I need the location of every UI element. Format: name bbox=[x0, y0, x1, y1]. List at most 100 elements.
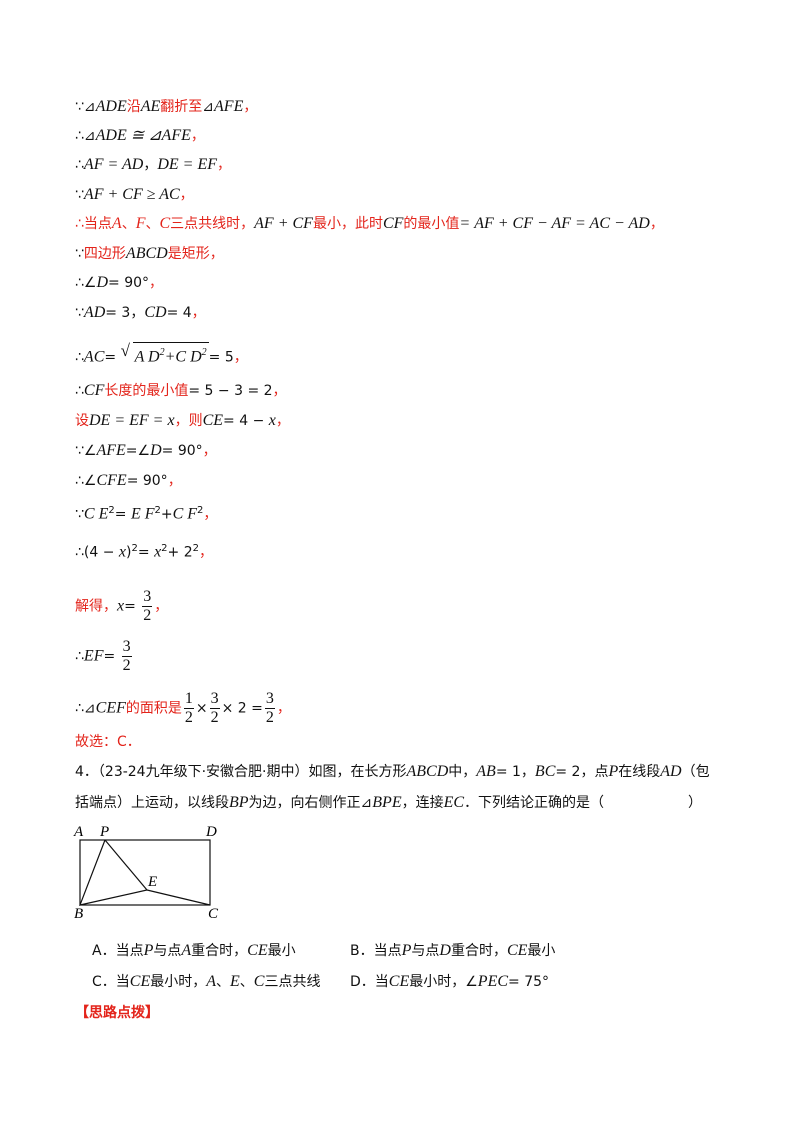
text-run: EF bbox=[83, 647, 104, 665]
text-run: 、 bbox=[239, 974, 254, 990]
text-run: ∵ bbox=[75, 187, 84, 203]
text-run: 沿 bbox=[126, 99, 141, 115]
text-run: ， bbox=[276, 700, 291, 717]
text-run: 最小时，∠ bbox=[409, 974, 478, 990]
text-run: ， bbox=[275, 413, 290, 429]
text-run: = 5 bbox=[208, 349, 234, 366]
superscript: 2 bbox=[154, 505, 161, 516]
text-run: C bbox=[159, 215, 171, 232]
denominator: 2 bbox=[265, 709, 274, 726]
text-run: 最小时， bbox=[150, 974, 207, 990]
text-run: CE bbox=[202, 412, 224, 429]
text-run: ， bbox=[216, 157, 231, 173]
text-run: CF bbox=[382, 215, 404, 232]
text-run: D bbox=[439, 942, 451, 959]
text-run: C F bbox=[172, 505, 198, 523]
text-run: ∵⊿ bbox=[75, 99, 96, 115]
text-run: = bbox=[103, 648, 120, 665]
text-run: 三点共线 bbox=[264, 974, 321, 990]
superscript: 2 bbox=[161, 543, 168, 554]
text-run: ， bbox=[243, 99, 258, 115]
text-run: ∴(4 − bbox=[75, 544, 119, 561]
solution-line: ∵∠AFE=∠D= 90°， bbox=[75, 441, 217, 461]
text-run: 故选：C． bbox=[75, 734, 141, 750]
figure-label: C bbox=[208, 906, 219, 920]
radical: A D2+C D2 bbox=[121, 341, 209, 367]
text-run: ∴⊿ bbox=[75, 700, 96, 717]
text-run: AFE bbox=[96, 442, 126, 459]
text-run: ⊿ bbox=[202, 99, 215, 115]
text-run: = bbox=[137, 544, 155, 561]
text-run: 重合时， bbox=[450, 943, 507, 959]
text-run: AF = AD bbox=[83, 156, 144, 173]
solution-line: ∴(4 − x)2= x2+ 22， bbox=[75, 539, 213, 563]
text-run: 为边，向右侧作正⊿ bbox=[248, 795, 373, 811]
text-run: = bbox=[104, 349, 121, 366]
text-run: 、 bbox=[216, 974, 231, 990]
solution-line: ∴⊿CEF的面积是 1 2 × 3 2 × 2 = 3 2， bbox=[75, 690, 291, 727]
text-run: ．下列结论正确的是（ ） bbox=[464, 795, 703, 811]
text-run: + 2 bbox=[167, 544, 193, 561]
superscript: 2 bbox=[192, 543, 200, 554]
text-run: 的最小值 bbox=[403, 216, 460, 232]
text-run: ∵ bbox=[75, 305, 84, 321]
section-heading: 【思路点拨】 bbox=[75, 1005, 159, 1021]
text-run: ∵ bbox=[75, 246, 84, 262]
text-run: x bbox=[117, 597, 125, 615]
denominator: 2 bbox=[143, 607, 152, 624]
text-run: AFE bbox=[214, 98, 244, 115]
text-run: + bbox=[160, 506, 173, 523]
solution-line: ∴∠D= 90°， bbox=[75, 273, 163, 293]
text-run: AD bbox=[83, 304, 106, 321]
text-run: = 90° bbox=[126, 473, 168, 489]
text-run: BPE bbox=[372, 794, 402, 811]
text-run: = 5 − 3 = 2 bbox=[188, 383, 273, 399]
text-run: = 75° bbox=[508, 974, 550, 990]
text-run: × 2 = bbox=[221, 700, 263, 717]
text-run: ， bbox=[191, 305, 206, 321]
text-run: CFE bbox=[96, 472, 127, 489]
text-run: P bbox=[401, 942, 412, 959]
text-run: ， bbox=[202, 443, 217, 459]
text-run: A bbox=[181, 942, 192, 959]
text-run: D bbox=[96, 274, 109, 291]
text-run: F bbox=[135, 215, 146, 232]
figure-label: A bbox=[73, 824, 84, 840]
text-run: ∴当点 bbox=[75, 216, 112, 232]
text-run: = 2，点 bbox=[555, 764, 609, 780]
text-run: 长度的最小值 bbox=[104, 383, 189, 399]
text-run: ， bbox=[190, 128, 205, 144]
text-run: ，则 bbox=[174, 413, 203, 429]
text-run: EC bbox=[443, 794, 465, 811]
denominator: 2 bbox=[122, 657, 131, 674]
text-run: 设 bbox=[75, 413, 89, 429]
text-run: PEC bbox=[477, 973, 509, 990]
text-run: = 1， bbox=[495, 764, 535, 780]
figure-label: P bbox=[99, 824, 109, 840]
text-run: ， bbox=[149, 275, 164, 291]
text-run: ) bbox=[126, 544, 132, 561]
superscript: 2 bbox=[201, 347, 207, 358]
text-run: D．当 bbox=[350, 974, 389, 990]
solution-line: ∵AF + CF ≥ AC， bbox=[75, 185, 194, 205]
text-run: CE bbox=[129, 973, 151, 990]
text-run: × bbox=[195, 700, 208, 717]
text-run: AF + CF ≥ AC bbox=[83, 186, 180, 203]
text-run: 是矩形， bbox=[167, 246, 224, 262]
text-run: ∴∠ bbox=[75, 473, 97, 489]
text-run: 翻折至 bbox=[160, 99, 203, 115]
option: D．当CE最小时，∠PEC= 75° bbox=[350, 972, 549, 992]
option: C．当CE最小时，A、E、C三点共线 bbox=[92, 972, 320, 992]
text-run: C bbox=[253, 973, 265, 990]
solution-line: 设DE = EF = x，则CE= 4 − x， bbox=[75, 411, 290, 431]
text-run: = 90° bbox=[108, 275, 150, 291]
text-run: = bbox=[114, 506, 131, 523]
numerator: 1 bbox=[183, 690, 194, 709]
text-run: = 4 bbox=[166, 305, 192, 321]
text-run: CE bbox=[247, 942, 268, 959]
